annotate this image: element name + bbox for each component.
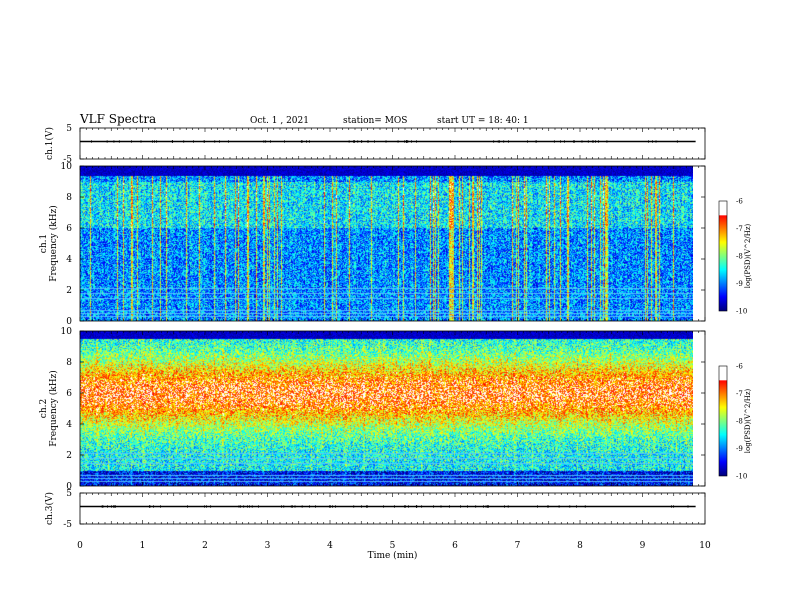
colorbar-2-tick-label: -6 — [736, 363, 743, 371]
ch2spec-y-tick-label: 8 — [66, 358, 72, 368]
ch2spec-y-tick-label: 6 — [66, 389, 72, 399]
colorbar-2-tick-label: -8 — [736, 418, 743, 426]
ch3v-y-tick-label: 5 — [66, 489, 72, 499]
ch1v-y-tick-label: -5 — [63, 155, 72, 165]
ch1v-y-label: ch.1(V) — [44, 127, 55, 160]
x-tick-label: 4 — [327, 541, 333, 551]
ch2-spectrogram-panel — [80, 331, 693, 486]
ch3v-y-label: ch.3(V) — [44, 492, 55, 525]
x-tick-label: 8 — [577, 541, 583, 551]
ch1spec-y-label: ch.1 — [39, 234, 49, 253]
x-tick-label: 5 — [390, 541, 396, 551]
x-tick-label: 3 — [265, 541, 271, 551]
colorbar-2-label: log(PSD)(V^2/Hz) — [744, 388, 752, 453]
ch1spec-y-tick-label: 8 — [66, 193, 72, 203]
x-tick-label: 7 — [515, 541, 521, 551]
colorbars — [719, 201, 727, 476]
figure-title: VLF Spectra — [79, 112, 156, 126]
x-tick-label: 10 — [699, 541, 711, 551]
colorbar-1-tick-label: -8 — [736, 253, 743, 261]
ch1spec-y-tick-label: 4 — [66, 255, 72, 265]
colorbar-1-label: log(PSD)(V^2/Hz) — [744, 223, 752, 288]
start-time-label: start UT = 18: 40: 1 — [437, 116, 529, 126]
colorbar-2-frame — [718, 365, 728, 477]
x-tick-label: 9 — [640, 541, 646, 551]
colorbar-1-tick-label: -7 — [736, 225, 743, 233]
colorbar-2-tick-label: -10 — [736, 473, 747, 481]
ch1-spectrogram-panel — [80, 166, 693, 321]
ch1-colorbar — [719, 201, 727, 311]
x-tick-label: 2 — [202, 541, 208, 551]
colorbar-2-tick-label: -9 — [736, 445, 743, 453]
x-axis-label: Time (min) — [368, 550, 418, 561]
colorbar-1-tick-label: -10 — [736, 308, 747, 316]
ch1v-axes-frame — [79, 127, 706, 160]
x-tick-label: 0 — [77, 541, 83, 551]
ch2spec-y-label: Frequency (kHz) — [48, 370, 59, 447]
ch2spec-y-tick-label: 2 — [66, 451, 72, 461]
station-label: station= MOS — [343, 116, 407, 126]
axes: -6 -7 -8 -9 -10 log(PSD)(V^2/Hz) -6 -7 -8 -9 -10 lo… — [39, 124, 752, 561]
ch1v-y-tick-label: 5 — [66, 124, 72, 134]
ch2-spectrogram-image — [80, 331, 693, 486]
ch1spec-y-tick-label: 6 — [66, 224, 72, 234]
ch3v-axes-frame — [79, 492, 706, 525]
ch2spec-y-label: ch.2 — [39, 399, 49, 418]
ch1spec-y-tick-label: 2 — [66, 286, 72, 296]
x-tick-label: 1 — [140, 541, 146, 551]
ch1spec-y-tick-label: 0 — [66, 317, 72, 327]
ch1spec-y-tick-label: 10 — [61, 162, 73, 172]
colorbar-1-tick-label: -6 — [736, 198, 743, 206]
ch2-colorbar — [719, 366, 727, 476]
ch2spec-y-tick-label: 0 — [66, 482, 72, 492]
x-tick-label: 6 — [452, 541, 458, 551]
ch1-spectrogram-image — [80, 166, 693, 321]
colorbar-1-frame — [718, 200, 728, 312]
ch2spec-y-tick-label: 4 — [66, 420, 72, 430]
colorbar-1-tick-label: -9 — [736, 280, 743, 288]
ch2spec-y-tick-label: 10 — [61, 327, 73, 337]
colorbar-2-tick-label: -7 — [736, 390, 743, 398]
date-label: Oct. 1 , 2021 — [250, 116, 309, 126]
ch3v-y-tick-label: -5 — [63, 520, 72, 530]
ch1spec-y-label: Frequency (kHz) — [48, 205, 59, 282]
